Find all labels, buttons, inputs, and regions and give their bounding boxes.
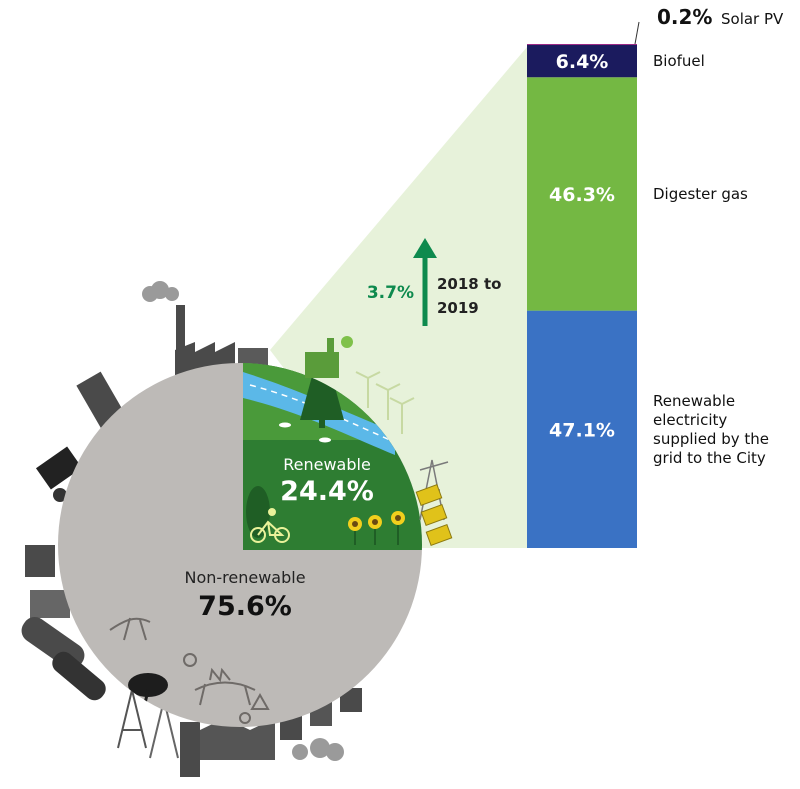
renewable-decoration [305, 336, 453, 546]
chimney [327, 338, 334, 354]
solar-panel-icon [425, 524, 453, 546]
growth-annotation: 3.7% 2018 to 2019 [367, 238, 501, 326]
segment-value-label: 46.3% [549, 184, 615, 206]
renewable-label: Renewable [283, 455, 371, 474]
solar-panel-icon [420, 504, 448, 526]
segment-value-label: 0.2% [657, 5, 712, 29]
leaf-icon [341, 336, 353, 348]
windmill-icon [375, 383, 401, 420]
oil-tank-icon [30, 590, 70, 618]
segment-name-label: supplied by the [653, 430, 769, 448]
sunflower-icon [368, 515, 382, 545]
renewable-value: 24.4% [280, 476, 374, 507]
smoke-icon [292, 744, 308, 760]
sunflower-icon [391, 511, 405, 545]
bar-segment [527, 77, 637, 311]
smoke-icon [165, 287, 179, 301]
solar-panel-icon [415, 484, 443, 506]
fish-icon [279, 422, 291, 428]
segment-name-label: Biofuel [653, 52, 705, 70]
smoke-icon [151, 281, 169, 299]
callout-line [634, 21, 640, 45]
bar-segment [527, 44, 637, 46]
smoke-icon [326, 743, 344, 761]
wheel [53, 488, 67, 502]
cyclist-icon [250, 508, 290, 543]
oil-tank-icon [25, 545, 55, 577]
shell-fossil-icon [183, 653, 197, 667]
tree-trunk [319, 420, 325, 428]
segment-value-label: 47.1% [549, 419, 615, 441]
windmill-icon [355, 371, 381, 408]
smoke-icon [310, 738, 330, 758]
building-icon [340, 688, 362, 712]
segment-value-label: 6.4% [556, 51, 609, 73]
segment-name-label: electricity [653, 411, 727, 429]
smokestack [176, 305, 185, 360]
segment-name-label: Renewable [653, 392, 735, 410]
bar-segment [527, 310, 637, 548]
segment-name-label: Digester gas [653, 185, 748, 203]
segment-name-label: grid to the City [653, 449, 766, 467]
non-renewable-value: 75.6% [198, 591, 292, 622]
non-renewable-label: Non-renewable [184, 568, 305, 587]
smokestack [180, 722, 200, 777]
oil-derrick-icon [117, 689, 147, 749]
bush-icon [246, 486, 270, 538]
factory-icon [200, 718, 275, 760]
pipeline-icon [52, 651, 106, 701]
green-factory-icon [305, 352, 339, 378]
truck-icon [35, 446, 83, 490]
sunflower-icon [348, 517, 362, 545]
growth-period-line-2: 2019 [437, 299, 479, 317]
growth-period-line-1: 2018 to [437, 275, 501, 293]
arrow-up-icon [413, 238, 437, 258]
dinosaur-fossil-icon [109, 617, 151, 641]
river-ripple [249, 384, 391, 441]
fish-icon [319, 437, 331, 443]
growth-value: 3.7% [367, 283, 414, 303]
segment-name-label: Solar PV [721, 10, 784, 28]
bar-segment [527, 45, 637, 78]
shell-fossil-icon [239, 712, 251, 724]
shell-fossil-icon [250, 692, 270, 710]
dinosaur-fossil-icon [194, 667, 256, 706]
oil-pocket-icon [128, 673, 168, 697]
windmill-icon [389, 397, 415, 434]
